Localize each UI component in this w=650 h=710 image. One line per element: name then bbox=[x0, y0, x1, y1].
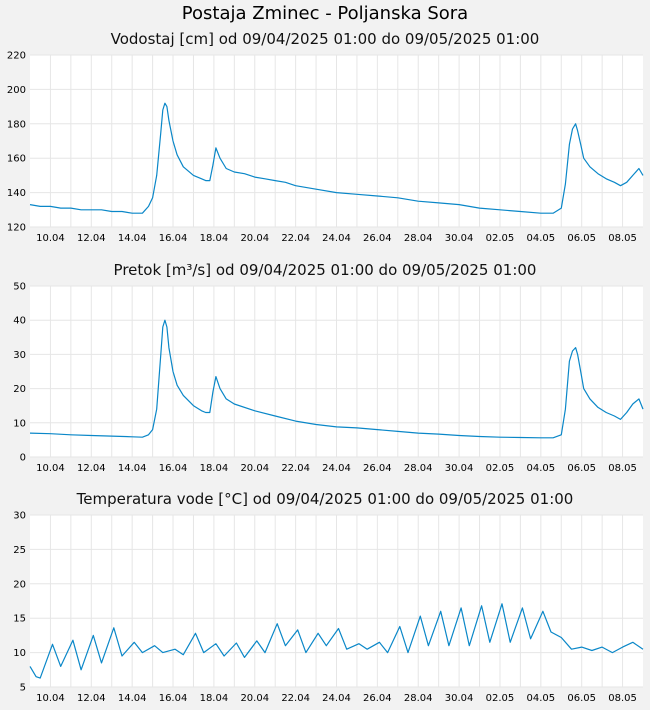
discharge-ytick-label: 50 bbox=[13, 282, 26, 293]
water-temperature-xtick-label: 16.04 bbox=[159, 693, 188, 704]
water-level-ytick-label: 220 bbox=[7, 51, 26, 62]
discharge-xtick-label: 06.05 bbox=[567, 463, 596, 474]
water-level-xtick-label: 06.05 bbox=[567, 233, 596, 244]
water-level-xtick-label: 08.05 bbox=[608, 233, 637, 244]
discharge-ytick-label: 40 bbox=[13, 316, 26, 327]
water-temperature-chart-title: Temperatura vode [°C] od 09/04/2025 01:0… bbox=[76, 490, 574, 508]
water-level-xtick-label: 04.05 bbox=[527, 233, 556, 244]
water-temperature-ytick-label: 30 bbox=[13, 511, 26, 522]
water-temperature-xtick-label: 20.04 bbox=[240, 693, 269, 704]
water-temperature-ytick-label: 10 bbox=[13, 648, 26, 659]
water-level-xtick-label: 12.04 bbox=[77, 233, 106, 244]
water-temperature-ytick-label: 15 bbox=[13, 614, 26, 625]
water-level-xtick-label: 24.04 bbox=[322, 233, 351, 244]
water-level-xtick-label: 26.04 bbox=[363, 233, 392, 244]
water-level-ytick-label: 160 bbox=[7, 154, 26, 165]
discharge-xtick-label: 30.04 bbox=[445, 463, 474, 474]
discharge-xtick-label: 12.04 bbox=[77, 463, 106, 474]
discharge-xtick-label: 10.04 bbox=[36, 463, 65, 474]
water-level-xtick-label: 20.04 bbox=[240, 233, 269, 244]
water-level-ytick-label: 200 bbox=[7, 85, 26, 96]
water-temperature-ytick-label: 25 bbox=[13, 545, 26, 556]
water-temperature-xtick-label: 30.04 bbox=[445, 693, 474, 704]
water-temperature-xtick-label: 24.04 bbox=[322, 693, 351, 704]
discharge-ytick-label: 30 bbox=[13, 350, 26, 361]
discharge-xtick-label: 02.05 bbox=[486, 463, 515, 474]
water-level-series-line bbox=[29, 102, 644, 214]
water-level-ytick-label: 140 bbox=[7, 188, 26, 199]
water-level-xtick-label: 30.04 bbox=[445, 233, 474, 244]
discharge-ytick-label: 0 bbox=[20, 453, 26, 464]
discharge-xtick-label: 26.04 bbox=[363, 463, 392, 474]
discharge-xtick-label: 18.04 bbox=[200, 463, 229, 474]
water-temperature-ytick-label: 5 bbox=[20, 683, 26, 694]
discharge-series-line bbox=[29, 319, 644, 439]
discharge-xtick-label: 08.05 bbox=[608, 463, 637, 474]
water-temperature-xtick-label: 22.04 bbox=[281, 693, 310, 704]
water-level-xtick-label: 14.04 bbox=[118, 233, 147, 244]
water-temperature-xtick-label: 10.04 bbox=[36, 693, 65, 704]
water-temperature-xtick-label: 26.04 bbox=[363, 693, 392, 704]
water-temperature-xtick-label: 02.05 bbox=[486, 693, 515, 704]
discharge-xtick-label: 22.04 bbox=[281, 463, 310, 474]
discharge-chart-title: Pretok [m³/s] od 09/04/2025 01:00 do 09/… bbox=[113, 261, 537, 279]
water-temperature-xtick-label: 14.04 bbox=[118, 693, 147, 704]
discharge-xtick-label: 24.04 bbox=[322, 463, 351, 474]
water-level-xtick-label: 22.04 bbox=[281, 233, 310, 244]
discharge-xtick-label: 14.04 bbox=[118, 463, 147, 474]
discharge-ytick-label: 20 bbox=[13, 384, 26, 395]
discharge-ytick-label: 10 bbox=[13, 418, 26, 429]
water-temperature-xtick-label: 18.04 bbox=[200, 693, 229, 704]
discharge-xtick-label: 16.04 bbox=[159, 463, 188, 474]
water-temperature-ytick-label: 20 bbox=[13, 579, 26, 590]
water-temperature-xtick-label: 28.04 bbox=[404, 693, 433, 704]
water-temperature-series-line bbox=[29, 603, 644, 679]
discharge-xtick-label: 04.05 bbox=[527, 463, 556, 474]
water-level-xtick-label: 18.04 bbox=[200, 233, 229, 244]
water-temperature-xtick-label: 06.05 bbox=[567, 693, 596, 704]
water-level-ytick-label: 120 bbox=[7, 223, 26, 234]
discharge-xtick-label: 28.04 bbox=[404, 463, 433, 474]
water-level-chart-title: Vodostaj [cm] od 09/04/2025 01:00 do 09/… bbox=[110, 30, 540, 48]
page-title: Postaja Zminec - Poljanska Sora bbox=[181, 3, 469, 24]
water-temperature-xtick-label: 12.04 bbox=[77, 693, 106, 704]
water-level-xtick-label: 02.05 bbox=[486, 233, 515, 244]
water-level-xtick-label: 10.04 bbox=[36, 233, 65, 244]
water-level-ytick-label: 180 bbox=[7, 119, 26, 130]
discharge-xtick-label: 20.04 bbox=[240, 463, 269, 474]
water-temperature-xtick-label: 04.05 bbox=[527, 693, 556, 704]
water-temperature-xtick-label: 08.05 bbox=[608, 693, 637, 704]
water-level-xtick-label: 28.04 bbox=[404, 233, 433, 244]
water-level-xtick-label: 16.04 bbox=[159, 233, 188, 244]
